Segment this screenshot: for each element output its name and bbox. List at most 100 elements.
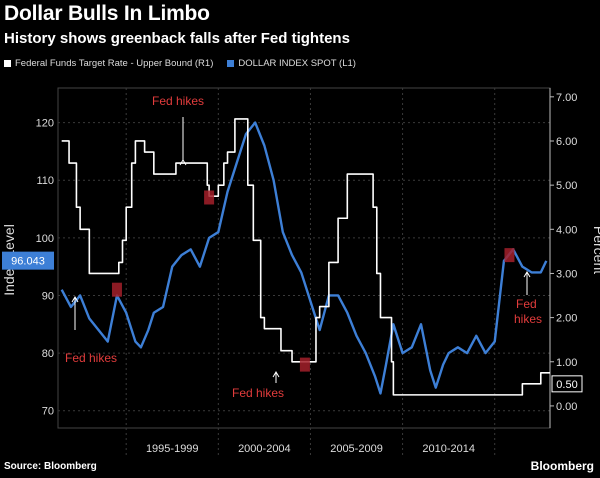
fed-funds-point [98, 273, 100, 275]
annotations: Fed hikes Fed hikes Fed hikes Fed hikes [65, 94, 542, 400]
dollar-index-point [190, 249, 192, 251]
dollar-index-point [380, 393, 382, 395]
fed-funds-point [253, 240, 255, 242]
annotation-label: Fed hikes [232, 386, 284, 400]
fed-funds-point [171, 173, 173, 175]
dollar-index-point [61, 289, 63, 291]
dollar-index-point [310, 300, 312, 302]
dollar-index-point [365, 352, 367, 354]
dollar-index-point [411, 347, 413, 349]
annotation-arrowhead [523, 271, 531, 278]
left-axis: 70 80 90 100 110 120 [36, 118, 54, 418]
fed-funds-point [234, 118, 236, 120]
fed-hike-marker [204, 190, 215, 205]
fed-funds-point [76, 206, 78, 208]
annotation-arrowhead [179, 159, 187, 166]
fed-funds-point [538, 383, 540, 385]
left-tick-label: 70 [42, 406, 54, 418]
dollar-index-point [227, 191, 229, 193]
dollar-index-point [522, 266, 524, 268]
fed-funds-point [118, 262, 120, 264]
grid [58, 88, 550, 458]
fed-funds-point [218, 184, 220, 186]
fed-funds-point [79, 228, 81, 230]
fed-funds-point [135, 140, 137, 142]
right-tick-label: 0.00 [556, 401, 577, 413]
last-value-left-box [2, 251, 54, 270]
fed-funds-point [549, 372, 551, 374]
fed-funds-point [380, 317, 382, 319]
dollar-index-point [254, 122, 256, 124]
left-tick-label: 100 [36, 233, 54, 245]
fed-funds-point [125, 206, 127, 208]
dollar-index-point [448, 352, 450, 354]
x-period-label: 2005-2009 [330, 443, 383, 455]
dollar-index-point [89, 318, 91, 320]
dollar-index-point [147, 329, 149, 331]
fed-funds-point [116, 273, 118, 275]
fed-funds-point [393, 394, 395, 396]
dollar-index-point [319, 329, 321, 331]
fed-funds-point [328, 262, 330, 264]
source-note: Source: Bloomberg [4, 461, 97, 472]
dollar-index-point [208, 237, 210, 239]
annotation-arrowhead [71, 296, 79, 303]
dollar-index-point [475, 335, 477, 337]
dollar-index-point [546, 260, 548, 262]
fed-funds-point [376, 273, 378, 275]
dollar-index-point [135, 341, 137, 343]
dollar-index-point [199, 266, 201, 268]
dollar-index-point [98, 329, 100, 331]
last-value-right-box [551, 375, 583, 393]
dollar-index-point [337, 295, 339, 297]
dollar-index-point [125, 312, 127, 314]
dollar-index-point [282, 231, 284, 233]
fed-funds-point [391, 361, 393, 363]
right-tick-label: 3.00 [556, 268, 577, 280]
fed-funds-point [68, 162, 70, 164]
series-line-fed-funds [61, 118, 550, 396]
legend-label-fed-funds: Federal Funds Target Rate - Upper Bound … [15, 58, 214, 69]
left-tick-label: 80 [42, 348, 54, 360]
dollar-index-point [485, 352, 487, 354]
right-tick-label: 2.00 [556, 313, 577, 325]
dollar-index-point [245, 133, 247, 135]
dollar-index-point [291, 254, 293, 256]
dollar-index-point [107, 341, 109, 343]
right-axis: 0.00 1.00 2.00 3.00 4.00 5.00 6.00 7.00 [549, 88, 577, 428]
legend-swatch-dollar-index [227, 60, 235, 67]
fed-hike-marker [504, 248, 515, 263]
fed-funds-point [260, 317, 262, 319]
dollar-index-point [79, 295, 81, 297]
fed-funds-point [319, 306, 321, 308]
right-tick-label: 1.00 [556, 357, 577, 369]
legend: Federal Funds Target Rate - Upper Bound … [4, 58, 356, 69]
dollar-index-point [264, 145, 266, 147]
fed-funds-point [372, 206, 374, 208]
left-tick-label: 90 [42, 290, 54, 302]
dollar-index-point [540, 272, 542, 274]
right-tick-label: 6.00 [556, 136, 577, 148]
dollar-index-point [385, 364, 387, 366]
dollar-index-point [153, 312, 155, 314]
plot-frame [57, 87, 551, 429]
dollar-index-point [273, 179, 275, 181]
fed-funds-point [89, 273, 91, 275]
fed-funds-point [347, 173, 349, 175]
fed-funds-point [356, 173, 358, 175]
dollar-index-point [218, 231, 220, 233]
dollar-index-point [457, 347, 459, 349]
dollar-index-point [347, 312, 349, 314]
fed-funds-point [247, 184, 249, 186]
chart-subtitle: History shows greenback falls after Fed … [4, 30, 350, 47]
fed-funds-point [223, 162, 225, 164]
right-axis-label: Percent [591, 226, 600, 274]
fed-funds-point [291, 361, 293, 363]
dollar-index-point [236, 162, 238, 164]
fed-hike-marker [111, 282, 122, 297]
dollar-index-point [374, 375, 376, 377]
dollar-index-point [435, 387, 437, 389]
dollar-index-point [393, 323, 395, 325]
x-period-label: 1995-1999 [146, 443, 199, 455]
